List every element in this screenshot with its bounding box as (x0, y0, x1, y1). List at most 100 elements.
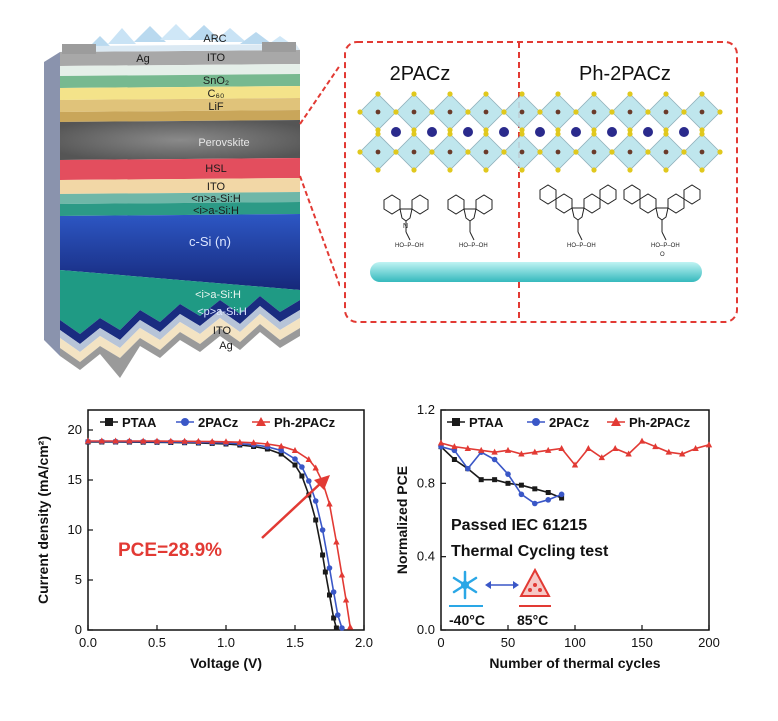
data-point (112, 437, 119, 444)
data-point (250, 439, 257, 446)
data-point (504, 446, 512, 453)
halide-atom (681, 149, 687, 155)
label-arc: ARC (203, 33, 226, 45)
data-point (625, 450, 632, 457)
lead-atom (375, 149, 381, 155)
hot-temp-label: 85°C (517, 612, 548, 628)
y-tick-label: 0.8 (417, 475, 435, 490)
data-point (585, 445, 592, 451)
arc-texture (88, 24, 294, 48)
layer-labels: ARC Ag ITO SnO₂ C₆₀ LiF Perovskite HSL I… (136, 33, 249, 352)
jv-y-label: Current density (mA/cm²) (35, 436, 51, 604)
halide-atom (519, 91, 525, 97)
lead-atom (447, 149, 453, 155)
halide-atom (645, 149, 651, 155)
data-point (518, 491, 525, 498)
data-point (222, 438, 230, 445)
lead-atom (483, 149, 489, 155)
jv-chart: 0.0 0.5 1.0 1.5 2.0 0 5 10 15 20 Voltage (V) Curr… (35, 409, 374, 671)
halide-atom (699, 91, 705, 97)
data-point (692, 445, 699, 451)
label-c-si: c-Si (n) (189, 234, 231, 249)
device-stack-illustration: ARC Ag ITO SnO₂ C₆₀ LiF Perovskite HSL I… (44, 24, 340, 378)
jv-legend: PTAA 2PACz Ph-2PACz (100, 415, 336, 430)
cold-temp-label: -40°C (449, 612, 485, 628)
halide-atom (699, 127, 705, 133)
halide-atom (717, 109, 723, 115)
halide-atom (555, 131, 561, 137)
halide-atom (663, 91, 669, 97)
lead-atom (663, 109, 669, 115)
data-point (545, 446, 552, 453)
data-point (437, 439, 445, 446)
cation-atom (499, 127, 509, 137)
jv-axes: 0.0 0.5 1.0 1.5 2.0 0 5 10 15 20 (68, 422, 374, 650)
data-point (330, 589, 337, 595)
series-line (440, 445, 562, 505)
data-point (305, 456, 312, 462)
data-point (209, 438, 216, 445)
cation-atom (679, 127, 689, 137)
data-point (665, 448, 672, 455)
data-point (236, 438, 243, 445)
x-tick-label: 0.5 (148, 635, 166, 650)
halide-atom (681, 109, 687, 115)
halide-atom (555, 127, 561, 133)
x-tick-label: 200 (698, 635, 720, 650)
halide-atom (411, 127, 417, 133)
data-point (347, 623, 354, 630)
halide-atom (609, 149, 615, 155)
halide-atom (627, 91, 633, 97)
x-tick-label: 50 (501, 635, 515, 650)
halide-atom (717, 149, 723, 155)
iec-annotation-line1: Passed IEC 61215 (451, 517, 587, 534)
data-point (333, 625, 339, 631)
label-ito-top: ITO (207, 52, 226, 64)
data-point (292, 456, 298, 462)
data-point (491, 448, 498, 455)
data-point (559, 495, 565, 501)
cyc-legend-2pacz: 2PACz (549, 415, 590, 430)
data-point (299, 473, 305, 479)
y-tick-label: 1.2 (417, 402, 435, 417)
lead-atom (411, 109, 417, 115)
thermal-cycling-chart: 0 50 100 150 200 0.0 0.4 0.8 1.2 Number of therm… (394, 402, 720, 671)
label-n-asi: <n>a-Si:H (191, 193, 241, 205)
data-point (342, 596, 350, 603)
data-point (545, 490, 551, 495)
lead-atom (591, 109, 597, 115)
snowflake-icon (452, 570, 478, 600)
cyc-x-label: Number of thermal cycles (489, 655, 660, 671)
halide-atom (573, 149, 579, 155)
series-line (88, 440, 343, 629)
data-point (598, 454, 605, 461)
data-point (338, 571, 346, 578)
data-point (465, 465, 471, 472)
halide-atom (555, 91, 561, 97)
label-perovskite: Perovskite (198, 137, 249, 149)
data-point (518, 450, 525, 457)
halide-atom (393, 109, 399, 115)
jv-x-label: Voltage (V) (190, 655, 262, 671)
halide-atom (609, 109, 615, 115)
molecule-panel: 2PACz Ph-2PACz N HO–P–OH HO–P–OH HO–P–OH… (344, 41, 738, 323)
halide-atom (645, 109, 651, 115)
data-point (331, 615, 337, 621)
label-ito-mid: ITO (207, 181, 226, 193)
halide-atom (699, 167, 705, 173)
y-tick-label: 5 (75, 572, 82, 587)
halide-atom (483, 127, 489, 133)
phosphonic-label-2: HO–P–OH (459, 243, 488, 249)
data-point (333, 538, 340, 545)
data-point (312, 498, 319, 504)
label-hsl: HSL (205, 163, 226, 175)
halide-atom (501, 109, 507, 115)
halide-atom (375, 131, 381, 137)
data-point (679, 450, 686, 457)
halide-atom (591, 167, 597, 173)
title-2pacz: 2PACz (390, 63, 451, 85)
label-sno2: SnO₂ (203, 75, 229, 87)
molecule-2pacz-1 (383, 194, 429, 241)
cation-atom (463, 127, 473, 137)
data-point (181, 437, 188, 444)
